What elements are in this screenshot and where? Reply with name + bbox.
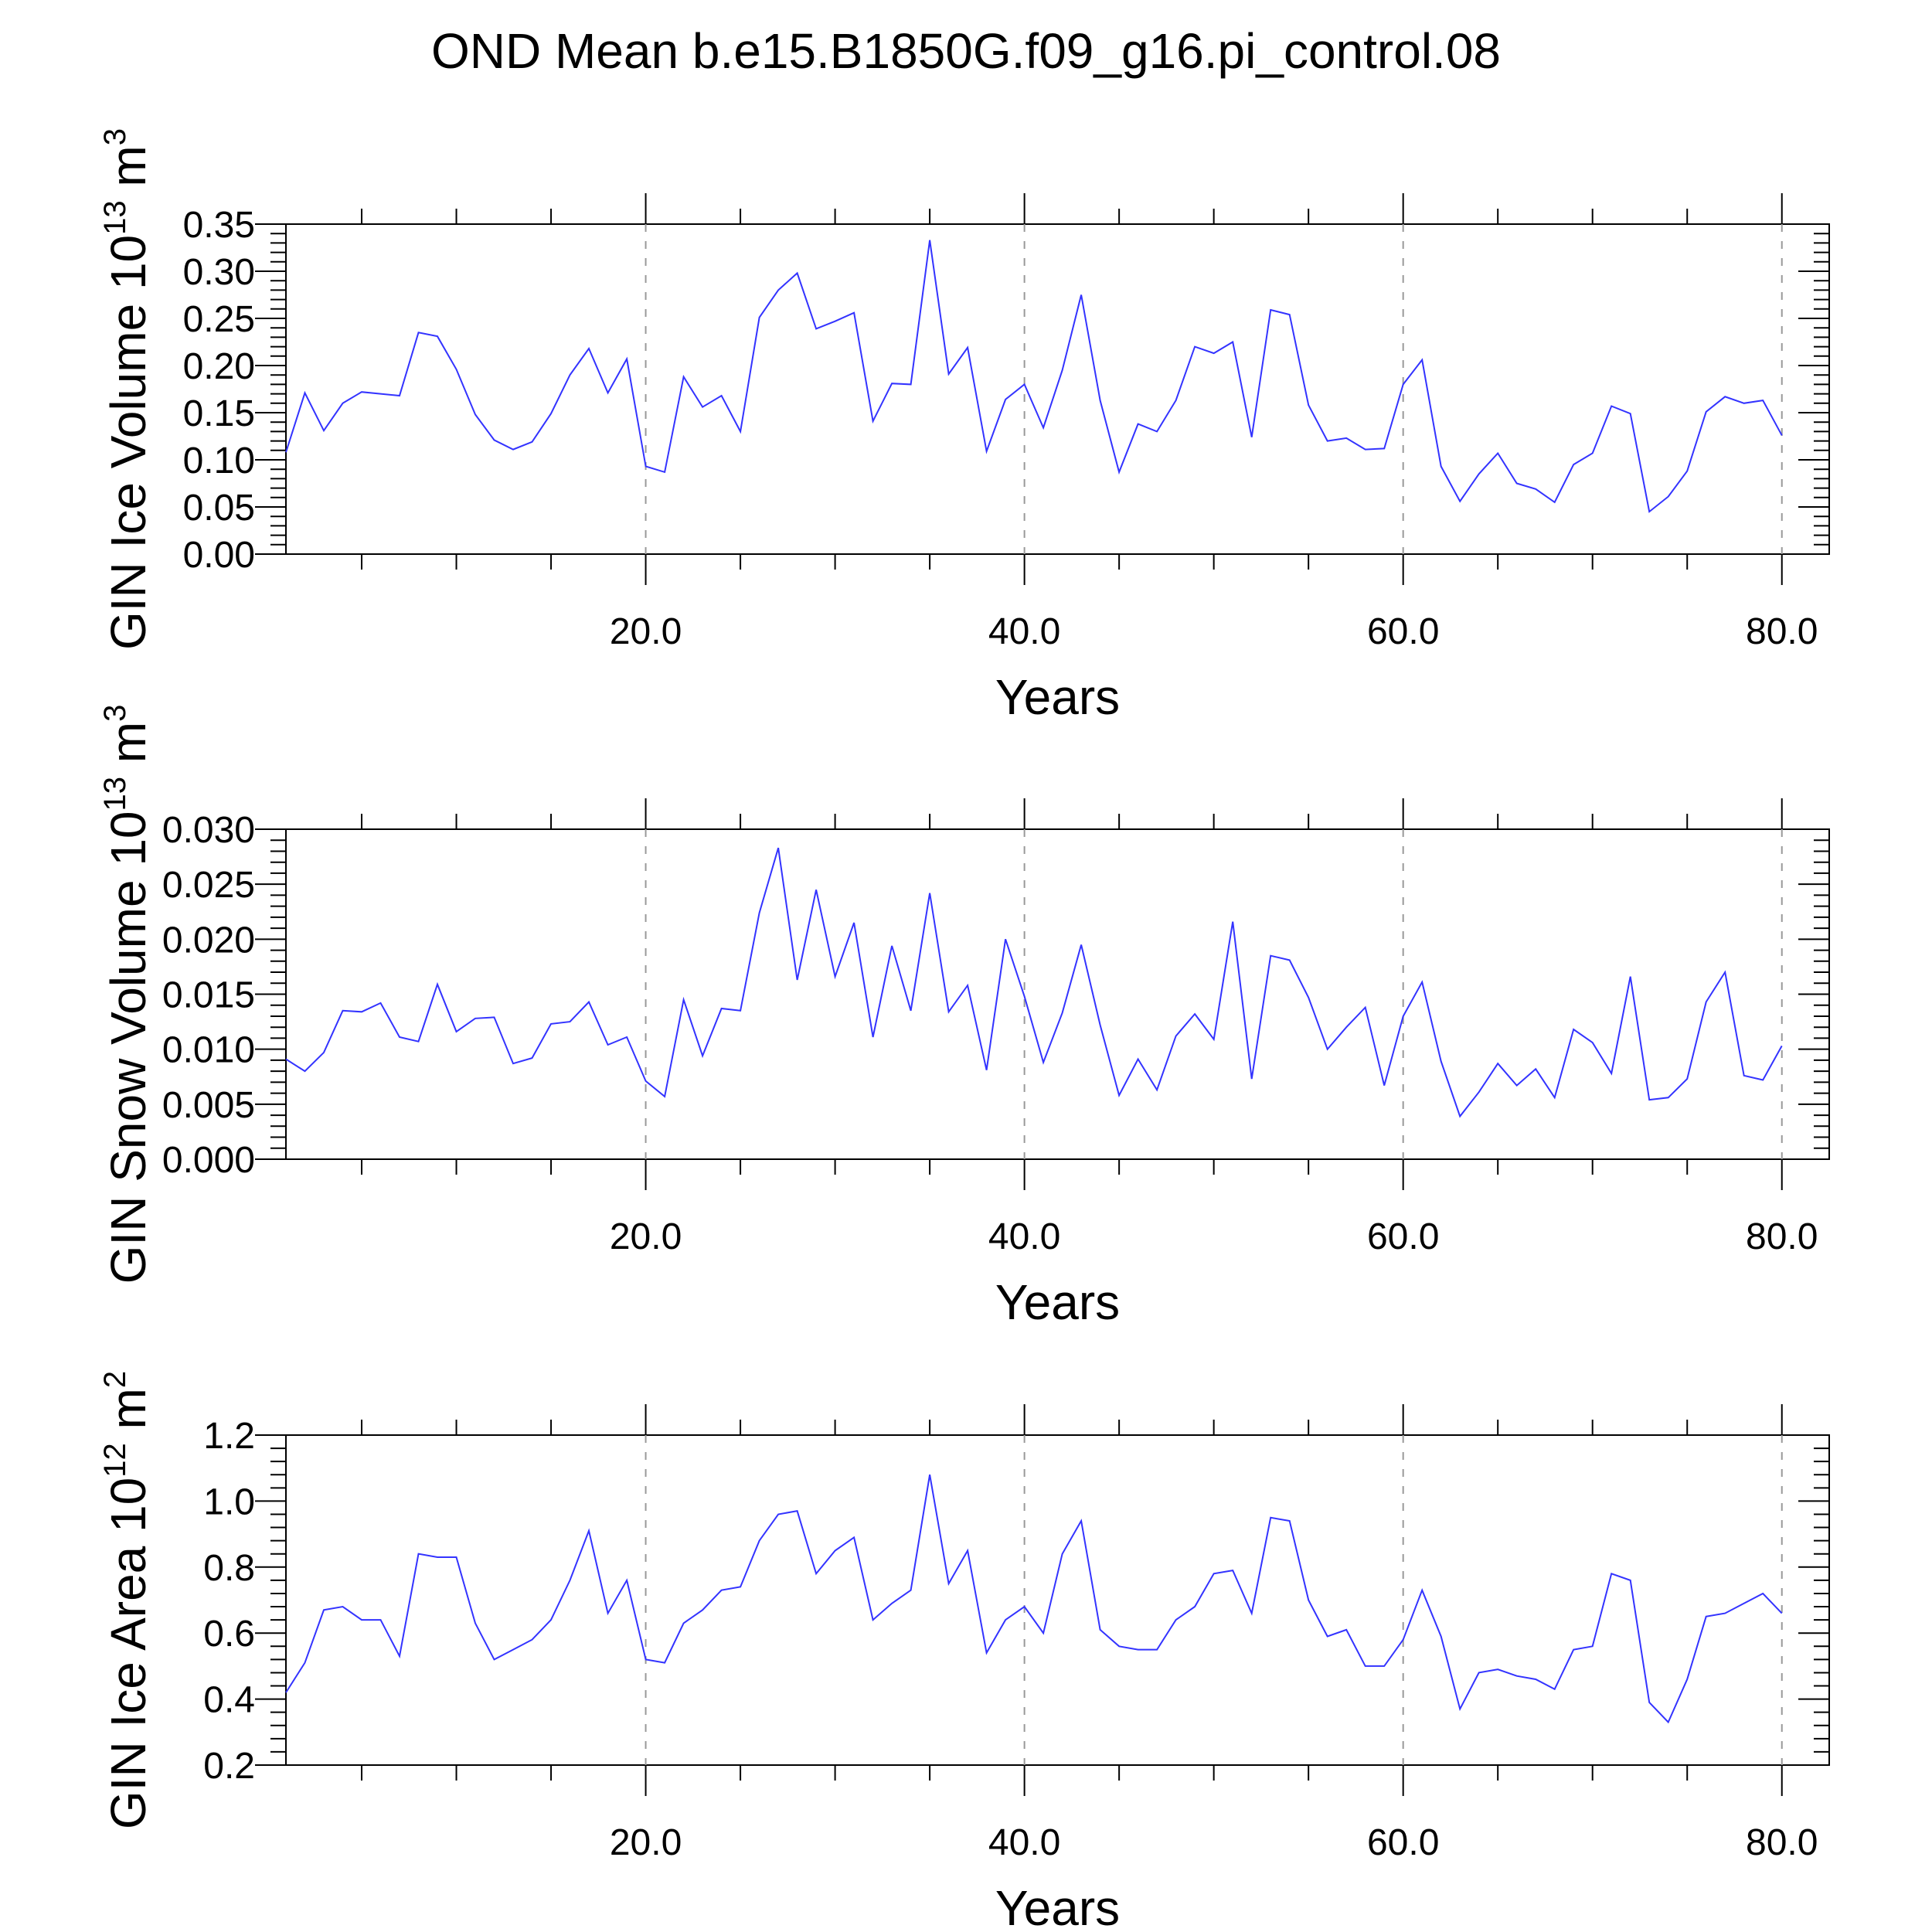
y-tick-label: 0.00 — [183, 535, 255, 576]
plot-frame — [285, 1434, 1830, 1766]
x-tick-label: 60.0 — [1367, 1216, 1439, 1257]
x-tick-label: 20.0 — [610, 1216, 682, 1257]
x-tick-label: 20.0 — [610, 611, 682, 652]
y-tick-label: 0.30 — [183, 252, 255, 293]
y-tick-label: 0.030 — [162, 810, 255, 851]
chart-panel-1: 20.0 40.0 60.0 80.0 0.00 0.05 0.10 0.15 0.20 0.25… — [98, 128, 1830, 725]
x-tick-label: 20.0 — [610, 1822, 682, 1863]
x-tick-label: 80.0 — [1746, 1822, 1818, 1863]
series-line-1 — [285, 847, 1783, 1118]
chart-panel-2: 20.0 40.0 60.0 80.0 0.000 0.005 0.010 0.015 0.02… — [98, 705, 1830, 1330]
x-tick-label: 80.0 — [1746, 611, 1818, 652]
y-tick-label: 1.0 — [203, 1481, 255, 1522]
series-line-1 — [285, 240, 1783, 513]
y-axis-title: GIN Ice Area 1012 m2 — [98, 1371, 156, 1829]
y-tick-label: 0.2 — [203, 1746, 255, 1787]
y-tick-label: 0.05 — [183, 488, 255, 529]
y-tick-label: 0.10 — [183, 440, 255, 481]
x-axis-title: Years — [995, 669, 1120, 725]
y-tick-label: 0.20 — [183, 346, 255, 387]
panels: 20.0 40.0 60.0 80.0 0.00 0.05 0.10 0.15 0.20 0.25… — [98, 128, 1830, 1932]
y-tick-label: 0.6 — [203, 1614, 255, 1655]
y-tick-label: 0.15 — [183, 393, 255, 434]
y-axis-title: GIN Ice Volume 1013 m3 — [98, 128, 156, 650]
x-axis-title: Years — [995, 1880, 1120, 1932]
y-tick-label: 0.005 — [162, 1085, 255, 1126]
x-tick-label: 60.0 — [1367, 611, 1439, 652]
plot-frame — [285, 828, 1830, 1160]
y-tick-label: 0.35 — [183, 205, 255, 246]
figure-title: OND Mean b.e15.B1850G.f09_g16.pi_control… — [431, 23, 1501, 79]
y-tick-label: 0.000 — [162, 1140, 255, 1181]
y-tick-label: 0.015 — [162, 975, 255, 1016]
plot-frame — [285, 223, 1830, 555]
x-tick-label: 60.0 — [1367, 1822, 1439, 1863]
y-tick-label: 1.2 — [203, 1416, 255, 1457]
x-axis-title: Years — [995, 1274, 1120, 1330]
x-tick-label: 40.0 — [988, 1216, 1060, 1257]
y-axis-title: GIN Snow Volume 1013 m3 — [98, 705, 156, 1284]
x-tick-label: 40.0 — [988, 1822, 1060, 1863]
x-tick-label: 40.0 — [988, 611, 1060, 652]
y-tick-label: 0.020 — [162, 920, 255, 961]
y-tick-label: 0.25 — [183, 299, 255, 340]
y-tick-label: 0.4 — [203, 1680, 255, 1721]
series-line-1 — [285, 1475, 1783, 1724]
y-tick-label: 0.8 — [203, 1548, 255, 1589]
y-tick-label: 0.010 — [162, 1030, 255, 1071]
y-tick-label: 0.025 — [162, 865, 255, 906]
chart-panel-3: 20.0 40.0 60.0 80.0 0.2 0.4 0.6 0.8 1.0 1.2 Years G… — [98, 1371, 1830, 1932]
x-tick-label: 80.0 — [1746, 1216, 1818, 1257]
